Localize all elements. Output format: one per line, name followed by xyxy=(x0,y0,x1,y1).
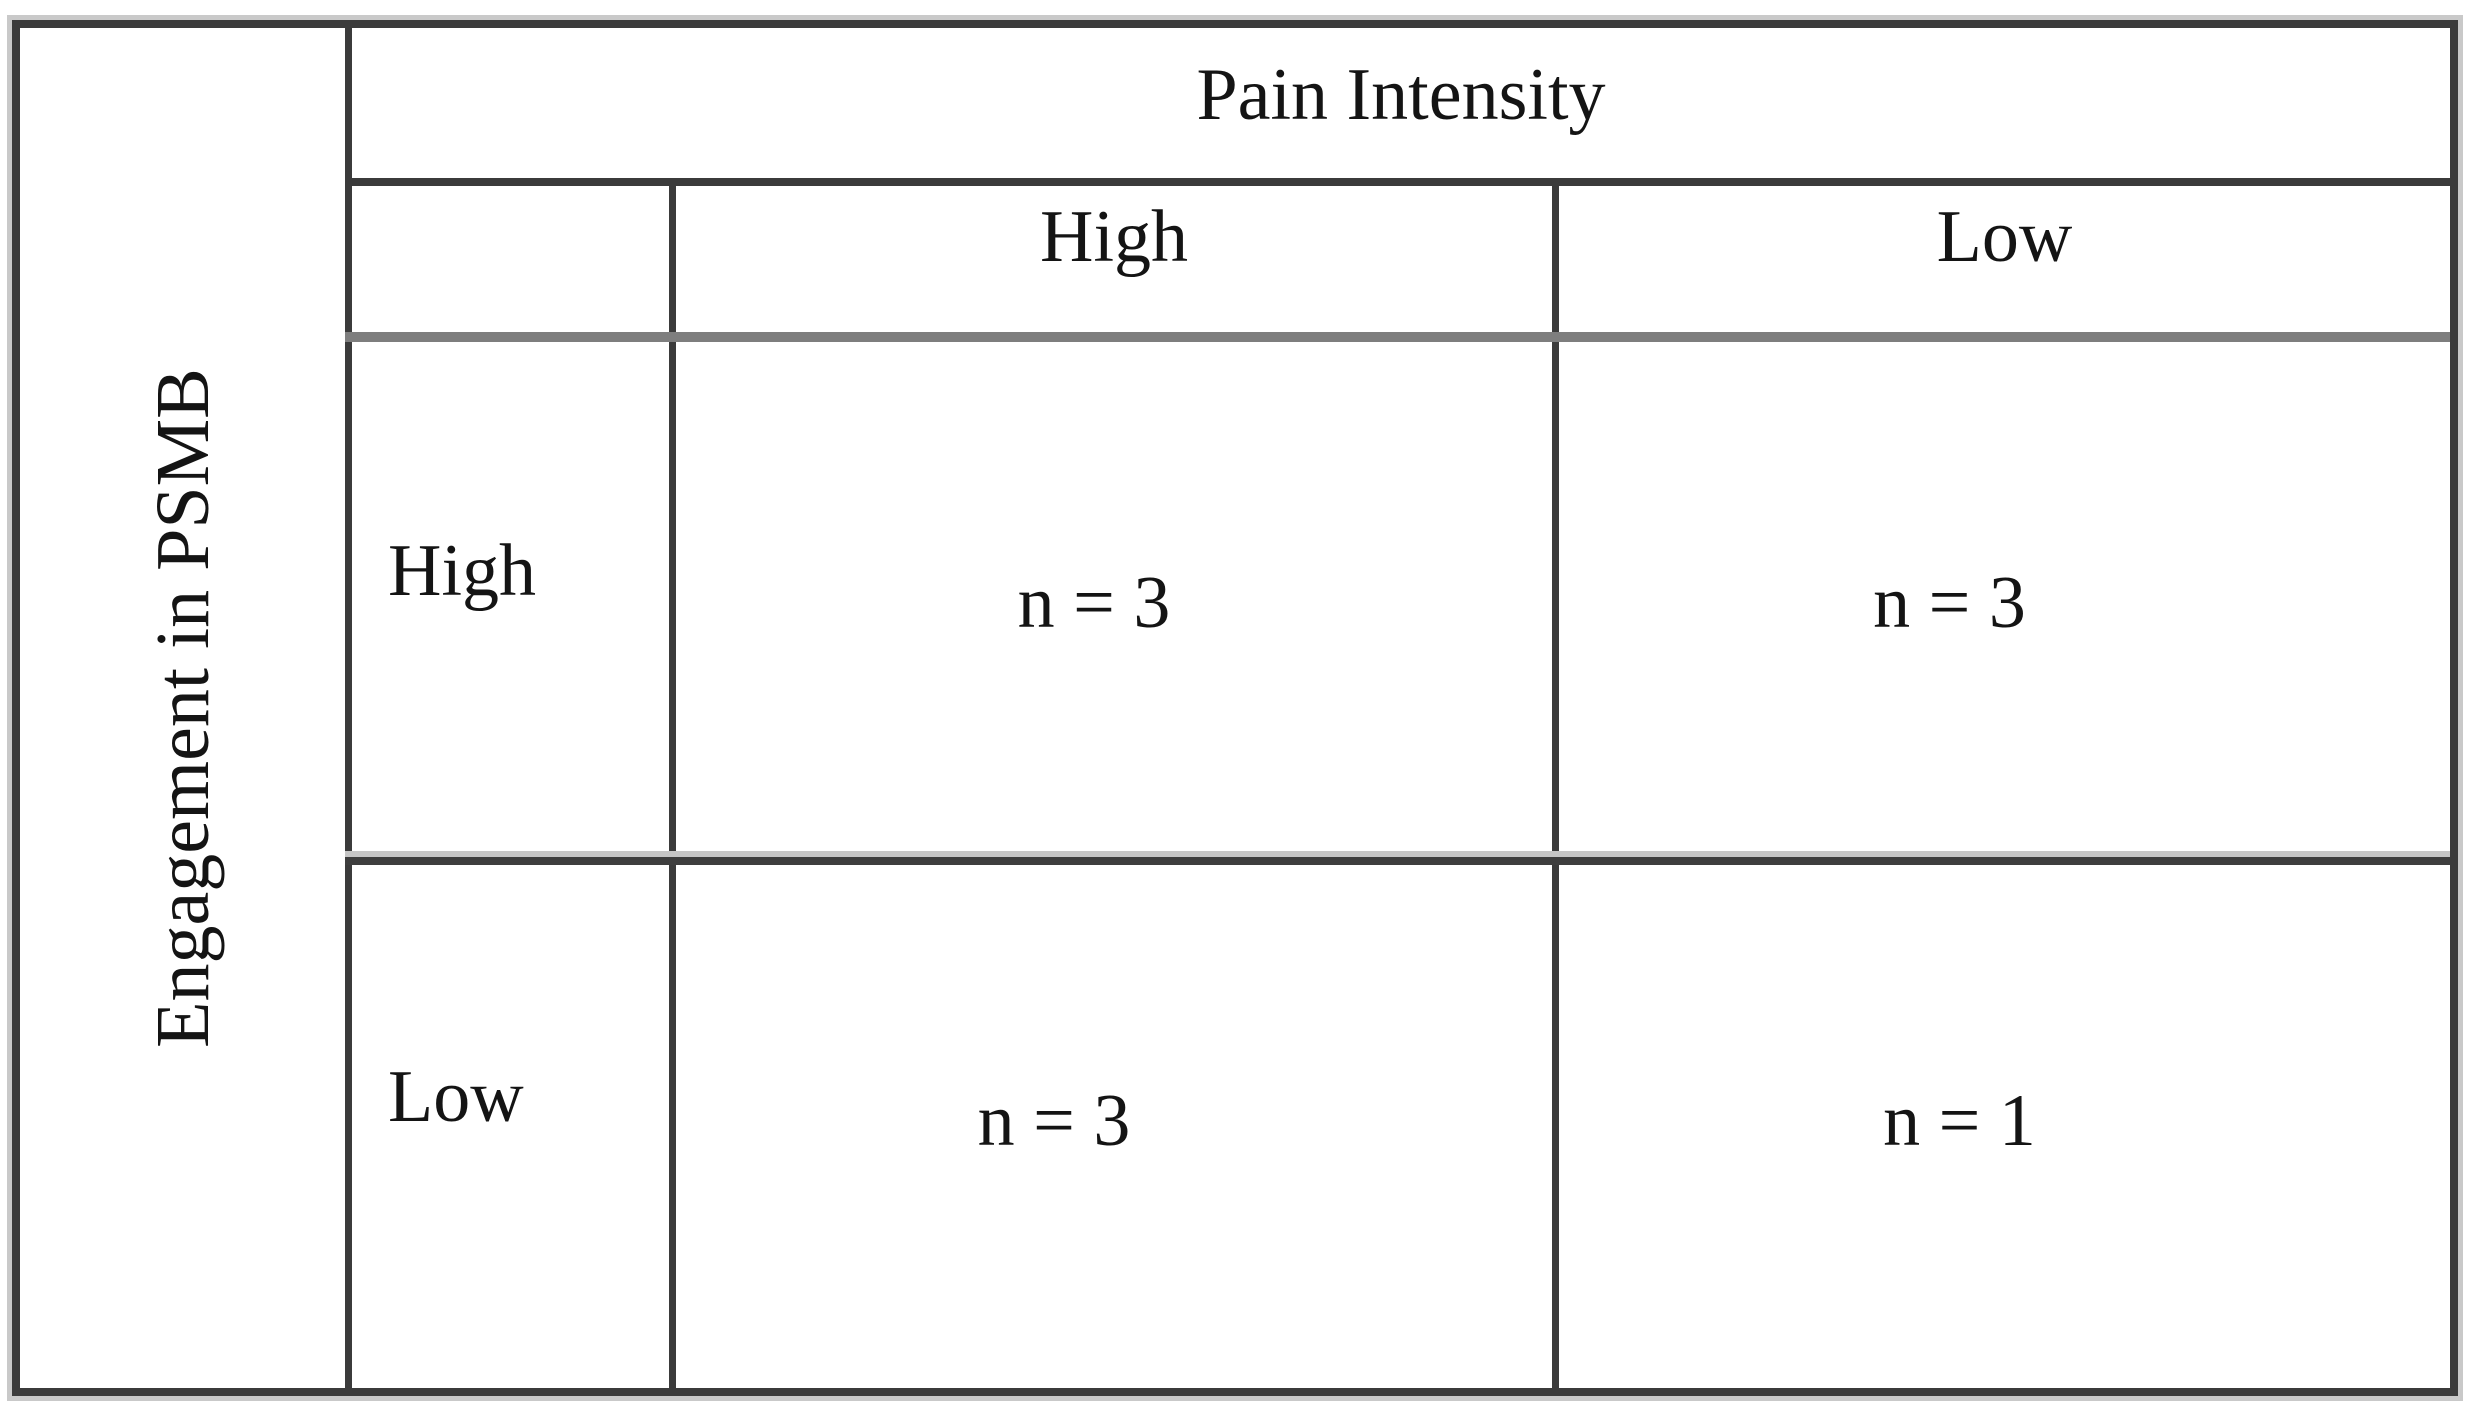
column-group-label-text: Pain Intensity xyxy=(1196,54,1606,136)
rule-below-title xyxy=(345,178,2450,186)
cell-value: n = 1 xyxy=(1883,1079,2036,1162)
table-figure: Engagement in PSMB Pain Intensity High L… xyxy=(12,20,2458,1396)
rule-between-rows-dark xyxy=(345,857,2450,865)
row-header-high: High xyxy=(352,342,669,851)
row-group-label: Engagement in PSMB xyxy=(20,28,345,1388)
cell-value: n = 3 xyxy=(1873,561,2026,644)
row-header-low: Low xyxy=(352,865,669,1388)
cell-low-engagement-low-pain: n = 1 xyxy=(1559,865,2450,1388)
column-header-high-text: High xyxy=(1040,196,1188,278)
rule-between-rows-light xyxy=(345,851,2450,857)
divider-data-columns xyxy=(1552,182,1559,1388)
column-header-low: Low xyxy=(1559,182,2450,332)
row-group-label-text: Engagement in PSMB xyxy=(140,368,225,1048)
divider-side-column xyxy=(345,28,352,1388)
row-header-high-text: High xyxy=(388,529,536,612)
cell-value: n = 3 xyxy=(1017,561,1171,644)
cell-high-engagement-high-pain: n = 3 xyxy=(676,342,1552,851)
column-header-high: High xyxy=(676,182,1552,332)
column-header-low-text: Low xyxy=(1936,196,2073,278)
row-header-low-text: Low xyxy=(388,1055,524,1138)
cell-low-engagement-high-pain: n = 3 xyxy=(676,865,1552,1388)
column-group-label: Pain Intensity xyxy=(352,28,2450,178)
cell-high-engagement-low-pain: n = 3 xyxy=(1559,342,2450,851)
divider-rowlabel-column xyxy=(669,182,676,1388)
rule-below-column-headers xyxy=(345,332,2450,342)
cell-value: n = 3 xyxy=(977,1079,1131,1162)
